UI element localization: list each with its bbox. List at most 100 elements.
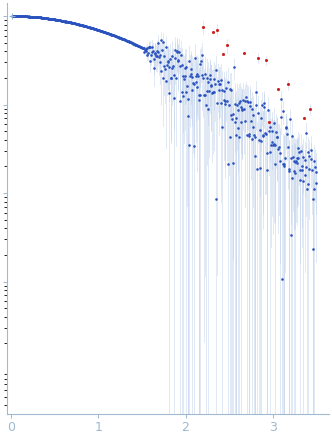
Point [185, 96, 190, 103]
Point [310, 246, 316, 253]
Point [172, 55, 178, 62]
Point [94, 26, 100, 33]
Point [65, 18, 71, 25]
Point [22, 13, 27, 20]
Point [153, 52, 159, 59]
Point [244, 97, 249, 104]
Point [182, 64, 187, 71]
Point [300, 178, 305, 185]
Point [69, 19, 74, 26]
Point [90, 24, 95, 31]
Point [22, 13, 28, 20]
Point [24, 13, 30, 20]
Point [73, 20, 78, 27]
Point [54, 16, 59, 23]
Point [35, 14, 41, 21]
Point [181, 92, 186, 99]
Point [216, 81, 221, 88]
Point [132, 41, 137, 48]
Point [98, 27, 103, 34]
Point [226, 102, 232, 109]
Point [309, 155, 314, 162]
Point [108, 31, 114, 38]
Point [234, 132, 239, 139]
Point [283, 125, 289, 132]
Point [192, 80, 197, 87]
Point [177, 97, 182, 104]
Point [162, 66, 168, 73]
Point [76, 21, 82, 28]
Point [167, 55, 173, 62]
Point [160, 39, 165, 46]
Point [107, 30, 112, 37]
Point [176, 58, 181, 65]
Point [132, 41, 138, 48]
Point [224, 98, 229, 105]
Point [154, 53, 159, 60]
Point [28, 13, 33, 20]
Point [97, 27, 103, 34]
Point [129, 39, 134, 46]
Point [21, 13, 27, 20]
Point [239, 119, 244, 126]
Point [44, 15, 49, 22]
Point [275, 134, 280, 141]
Point [234, 101, 240, 108]
Point [55, 17, 60, 24]
Point [187, 73, 193, 80]
Point [114, 33, 119, 40]
Point [220, 51, 226, 58]
Point [120, 35, 125, 42]
Point [149, 48, 154, 55]
Point [248, 117, 254, 124]
Point [283, 155, 288, 162]
Point [218, 77, 223, 84]
Point [170, 62, 176, 69]
Point [45, 15, 51, 22]
Point [87, 24, 92, 31]
Point [209, 90, 215, 97]
Point [313, 169, 319, 176]
Point [178, 51, 184, 58]
Point [124, 37, 129, 44]
Point [130, 40, 135, 47]
Point [48, 15, 54, 22]
Point [232, 100, 237, 107]
Point [126, 38, 132, 45]
Point [100, 28, 106, 35]
Point [210, 28, 216, 35]
Point [274, 134, 279, 141]
Point [112, 32, 117, 39]
Point [271, 141, 276, 148]
Point [203, 101, 208, 108]
Point [106, 30, 111, 37]
Point [281, 163, 287, 170]
Point [118, 35, 123, 42]
Point [222, 98, 227, 105]
Point [199, 52, 204, 59]
Point [102, 28, 107, 35]
Point [51, 16, 56, 23]
Point [158, 37, 163, 44]
Point [35, 14, 40, 21]
Point [67, 19, 73, 26]
Point [231, 160, 236, 166]
Point [288, 154, 293, 161]
Point [286, 144, 291, 151]
Point [142, 46, 148, 53]
Point [133, 41, 138, 48]
Point [91, 25, 96, 32]
Point [165, 58, 171, 65]
Point [287, 166, 292, 173]
Point [304, 186, 310, 193]
Point [80, 22, 86, 29]
Point [143, 45, 148, 52]
Point [128, 39, 133, 46]
Point [45, 15, 50, 22]
Point [198, 57, 204, 64]
Point [228, 111, 233, 118]
Point [273, 129, 279, 136]
Point [56, 17, 62, 24]
Point [186, 112, 191, 119]
Point [148, 58, 153, 65]
